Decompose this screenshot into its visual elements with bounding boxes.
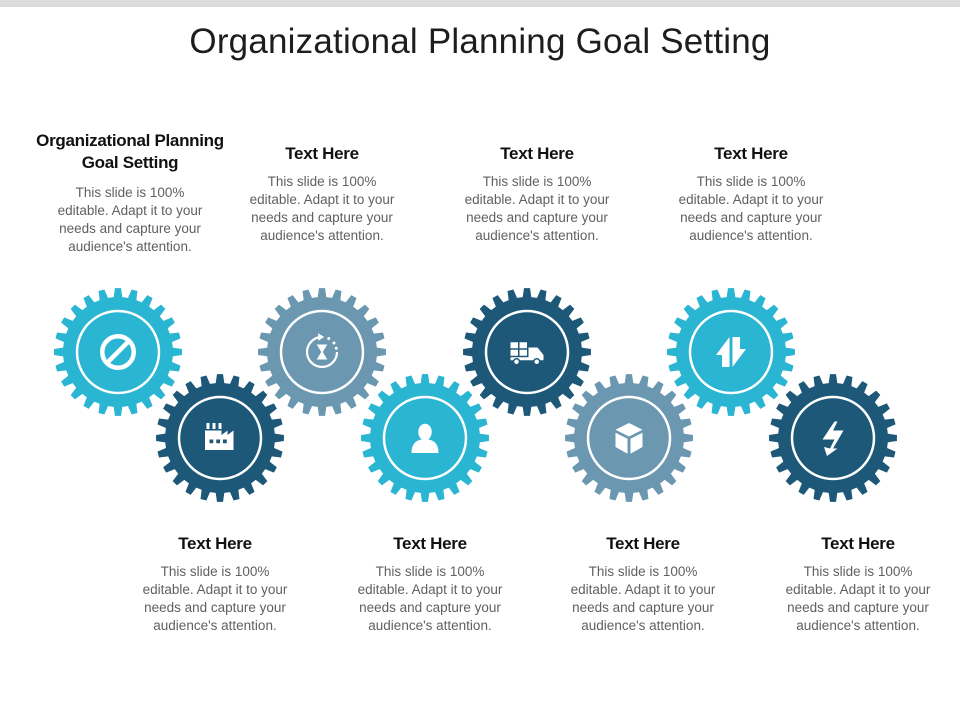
block-body: This slide is 100% editable. Adapt it to…: [464, 174, 610, 243]
block-heading: Organizational Planning Goal Setting: [36, 131, 224, 172]
gear-inner-ring: [586, 395, 672, 481]
gear-7: [667, 288, 795, 416]
text-block-8: Text Here This slide is 100% editable. A…: [773, 533, 943, 635]
text-block-3: Text Here This slide is 100% editable. A…: [237, 143, 407, 245]
block-heading: Text Here: [500, 144, 574, 163]
top-bar: [0, 0, 960, 7]
block-heading: Text Here: [606, 534, 680, 553]
gear-inner-ring: [382, 395, 468, 481]
block-body: This slide is 100% editable. Adapt it to…: [570, 564, 716, 633]
text-block-6: Text Here This slide is 100% editable. A…: [558, 533, 728, 635]
gear-inner-ring: [484, 309, 570, 395]
gear-4: [361, 374, 489, 502]
gear-inner-ring: [75, 309, 161, 395]
text-block-5: Text Here This slide is 100% editable. A…: [452, 143, 622, 245]
block-heading: Text Here: [285, 144, 359, 163]
block-body: This slide is 100% editable. Adapt it to…: [249, 174, 395, 243]
block-body: This slide is 100% editable. Adapt it to…: [357, 564, 503, 633]
gear-body: [667, 288, 795, 416]
text-block-7: Text Here This slide is 100% editable. A…: [666, 143, 836, 245]
block-heading: Text Here: [714, 144, 788, 163]
gear-inner-ring: [177, 395, 263, 481]
block-body: This slide is 100% editable. Adapt it to…: [785, 564, 931, 633]
text-block-4: Text Here This slide is 100% editable. A…: [345, 533, 515, 635]
gear-3: [258, 288, 386, 416]
block-body: This slide is 100% editable. Adapt it to…: [678, 174, 824, 243]
gear-inner-ring: [688, 309, 774, 395]
block-heading: Text Here: [821, 534, 895, 553]
gear-body: [565, 374, 693, 502]
block-body: This slide is 100% editable. Adapt it to…: [57, 185, 203, 254]
gear-6: [565, 374, 693, 502]
block-heading: Text Here: [393, 534, 467, 553]
gear-8: [769, 374, 897, 502]
block-heading: Text Here: [178, 534, 252, 553]
text-block-2: Text Here This slide is 100% editable. A…: [130, 533, 300, 635]
gear-1: [54, 288, 182, 416]
block-body: This slide is 100% editable. Adapt it to…: [142, 564, 288, 633]
gear-inner-ring: [279, 309, 365, 395]
gear-5: [463, 288, 591, 416]
gear-inner-ring: [790, 395, 876, 481]
text-block-1: Organizational Planning Goal Setting Thi…: [35, 130, 225, 256]
gear-2: [156, 374, 284, 502]
slide-title: Organizational Planning Goal Setting: [189, 22, 771, 61]
